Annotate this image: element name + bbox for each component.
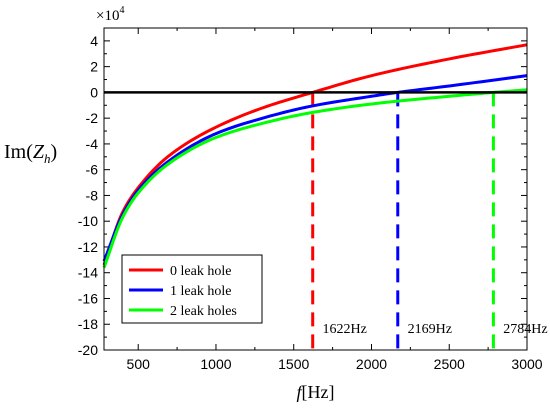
- y-label-sub: h: [44, 151, 51, 166]
- x-axis-label: f[Hz]: [297, 382, 335, 402]
- scale-prefix: ×10: [96, 8, 119, 24]
- y-axis-ticks: 4 2 0 -2 -4 -6 -8 -10 -12 -14 -16 -18 -20: [78, 27, 527, 358]
- y-tick-label: 0: [90, 84, 98, 100]
- y-axis-label: Im(Zh): [4, 141, 57, 166]
- crossing-marker-label: 1622Hz: [323, 322, 367, 337]
- crossing-marker-label: 2169Hz: [408, 322, 452, 337]
- x-tick-label: 2000: [356, 356, 387, 372]
- series-line: [102, 74, 528, 262]
- y-tick-label: -4: [86, 136, 99, 152]
- y-tick-label: -8: [86, 187, 99, 203]
- x-tick-label: 1000: [200, 356, 231, 372]
- y-label-suffix: ): [51, 141, 58, 163]
- x-label-var: f: [297, 382, 305, 402]
- series-line: [102, 43, 528, 266]
- y-tick-label: -18: [78, 316, 98, 332]
- y-label-prefix: Im(: [4, 141, 33, 163]
- y-tick-label: -16: [78, 290, 98, 306]
- x-label-unit: [Hz]: [302, 382, 335, 402]
- series-line: [102, 88, 528, 269]
- legend-label: 2 leak holes: [170, 304, 237, 319]
- y-label-var: Z: [33, 141, 45, 163]
- scale-exponent: 4: [119, 5, 124, 16]
- y-tick-label: -14: [78, 265, 98, 281]
- series-lines: [102, 43, 528, 269]
- y-tick-label: -12: [78, 239, 98, 255]
- legend-label: 0 leak hole: [170, 264, 231, 279]
- crossing-markers: 1622Hz 2169Hz 2784Hz: [311, 92, 548, 350]
- y-tick-label: 4: [90, 33, 98, 49]
- y-scale-factor: ×104: [96, 5, 124, 24]
- x-axis-ticks: 500 1000 1500 2000 2500 3000: [127, 28, 543, 372]
- y-tick-label: -2: [86, 110, 99, 126]
- crossing-marker-label: 2784Hz: [503, 322, 547, 337]
- x-tick-label: 3000: [511, 356, 542, 372]
- legend-label: 1 leak hole: [170, 284, 231, 299]
- x-tick-label: 2500: [434, 356, 465, 372]
- y-tick-label: -20: [78, 342, 98, 358]
- legend: 0 leak hole 1 leak hole 2 leak holes: [121, 254, 263, 324]
- x-tick-label: 500: [127, 356, 151, 372]
- y-tick-label: 2: [90, 59, 98, 75]
- x-tick-label: 1500: [278, 356, 309, 372]
- y-tick-label: -6: [86, 162, 99, 178]
- plot-frame: [103, 27, 528, 351]
- y-tick-label: -10: [78, 213, 98, 229]
